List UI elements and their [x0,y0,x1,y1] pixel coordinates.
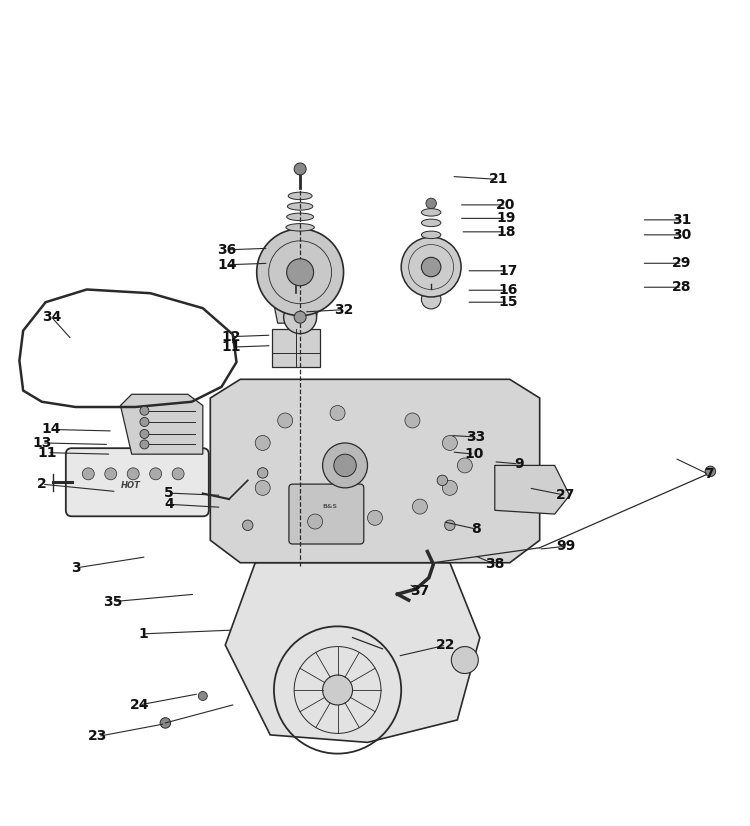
Text: 19: 19 [496,211,516,225]
Text: 9: 9 [514,457,523,471]
Circle shape [330,406,345,420]
Text: 24: 24 [130,698,149,712]
Circle shape [284,301,316,334]
Text: 8: 8 [471,522,481,536]
Text: 37: 37 [410,584,430,598]
Text: 17: 17 [499,263,518,278]
Polygon shape [248,465,458,563]
Text: 22: 22 [436,638,456,652]
Circle shape [442,435,458,450]
Text: 14: 14 [217,258,236,272]
Circle shape [405,413,420,428]
Text: 13: 13 [32,436,52,450]
Text: B&S: B&S [322,504,338,509]
Circle shape [160,718,171,729]
Circle shape [458,458,472,473]
Circle shape [172,468,184,480]
Circle shape [255,435,270,450]
Circle shape [286,259,314,286]
Circle shape [278,413,292,428]
Polygon shape [274,293,319,323]
Text: 36: 36 [217,243,236,257]
Circle shape [437,475,448,486]
Ellipse shape [422,231,441,239]
Text: 29: 29 [672,256,692,270]
FancyBboxPatch shape [289,484,364,544]
Text: 33: 33 [466,430,486,444]
FancyBboxPatch shape [66,449,209,516]
Circle shape [426,198,436,209]
Ellipse shape [422,219,441,226]
Polygon shape [210,379,540,563]
Circle shape [294,311,306,323]
Circle shape [422,257,441,277]
Circle shape [198,691,207,700]
Text: 32: 32 [334,302,353,316]
Circle shape [242,520,253,530]
Text: 18: 18 [496,225,516,239]
Text: HOT: HOT [121,481,141,490]
Circle shape [413,499,428,514]
Circle shape [705,466,716,477]
Circle shape [422,289,441,309]
Circle shape [308,514,322,529]
Ellipse shape [282,296,318,306]
Text: 21: 21 [489,173,508,187]
Bar [272,329,320,367]
Circle shape [368,510,382,525]
Text: 1: 1 [138,627,148,641]
Circle shape [105,468,117,480]
Text: 11: 11 [221,340,241,354]
Text: 34: 34 [42,311,62,324]
Text: 38: 38 [485,558,505,572]
Circle shape [150,468,162,480]
Circle shape [452,647,478,673]
Ellipse shape [422,209,441,216]
Circle shape [140,406,149,415]
Polygon shape [225,548,480,743]
Text: eReplacementParts.com: eReplacementParts.com [303,406,447,420]
Text: 4: 4 [164,497,174,511]
Text: 7: 7 [704,468,714,482]
Ellipse shape [288,192,312,200]
Text: 11: 11 [38,446,57,460]
Circle shape [442,481,458,496]
Circle shape [140,430,149,439]
Circle shape [82,468,94,480]
Text: 2: 2 [37,477,46,491]
Text: 23: 23 [88,729,108,743]
Circle shape [445,520,455,530]
Text: 14: 14 [42,422,62,436]
Ellipse shape [287,202,313,210]
Circle shape [401,237,461,297]
Text: 10: 10 [465,447,484,461]
Circle shape [256,229,344,316]
Text: 28: 28 [672,280,692,294]
Text: 3: 3 [70,561,80,575]
Text: 20: 20 [496,198,516,212]
Circle shape [140,417,149,426]
Text: 16: 16 [499,283,518,297]
Ellipse shape [286,224,314,231]
Circle shape [255,481,270,496]
Text: 35: 35 [104,595,123,609]
Circle shape [257,468,268,478]
Text: 31: 31 [672,213,692,227]
Circle shape [334,454,356,477]
Circle shape [140,440,149,449]
Ellipse shape [286,213,314,221]
Text: 15: 15 [499,295,518,309]
Polygon shape [121,394,202,454]
Text: 27: 27 [556,488,575,502]
Text: 5: 5 [164,487,174,500]
Circle shape [322,443,368,488]
Circle shape [294,163,306,175]
Text: 30: 30 [672,228,692,242]
Circle shape [128,468,140,480]
Circle shape [322,675,352,705]
Polygon shape [495,465,570,514]
Text: 99: 99 [556,539,575,553]
Text: 12: 12 [221,330,241,344]
